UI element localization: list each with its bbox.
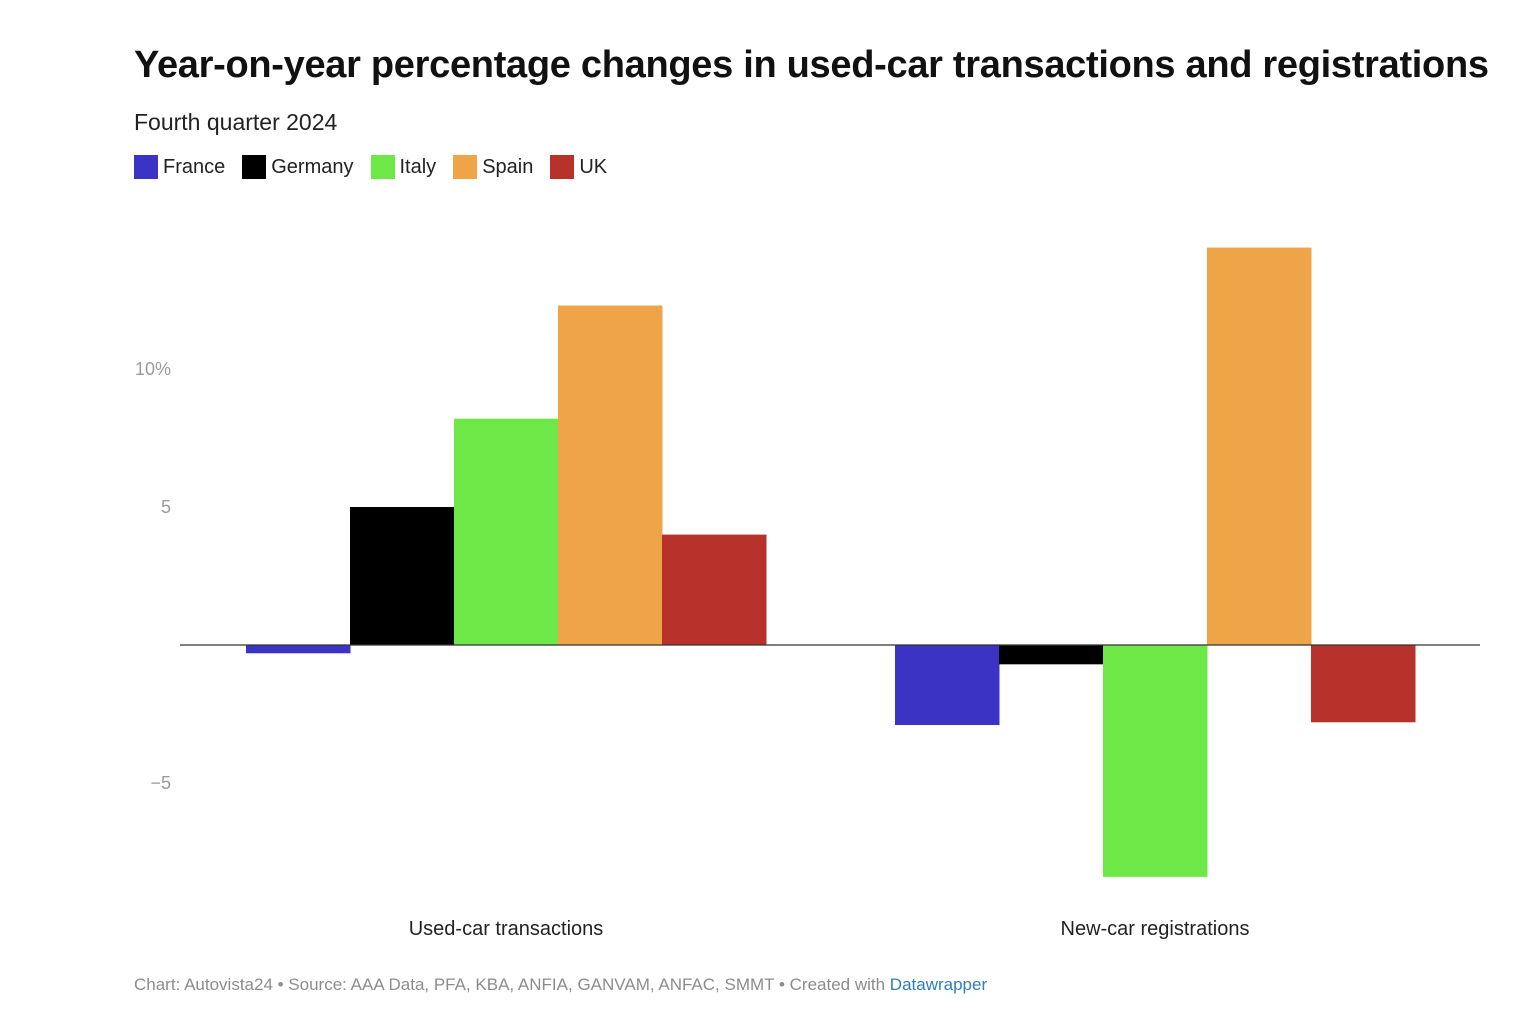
legend-swatch-france <box>134 155 158 179</box>
bar-italy-new <box>1103 645 1208 877</box>
chart-footer: Chart: Autovista24 • Source: AAA Data, P… <box>134 975 987 995</box>
legend-item-italy: Italy <box>370 155 437 179</box>
legend-item-spain: Spain <box>453 155 533 179</box>
bar-france-new <box>895 645 1000 726</box>
legend-item-france: France <box>134 155 225 179</box>
legend-swatch-germany <box>242 155 267 179</box>
y-tick-label: 5 <box>161 497 171 517</box>
legend: France Germany Italy Spain UK <box>134 155 624 179</box>
chart-subtitle: Fourth quarter 2024 <box>134 109 338 135</box>
bar-italy-used <box>454 418 559 645</box>
legend-label-italy: Italy <box>399 155 437 178</box>
legend-swatch-italy <box>370 155 395 179</box>
category-label: New-car registrations <box>1061 918 1250 940</box>
bar-france-used <box>246 645 351 654</box>
chart-title: Year-on-year percentage changes in used-… <box>134 44 1489 86</box>
footer-source-text: Chart: Autovista24 • Source: AAA Data, P… <box>134 975 890 994</box>
legend-item-germany: Germany <box>242 155 354 179</box>
legend-swatch-spain <box>453 155 478 179</box>
legend-item-uk: UK <box>550 155 607 179</box>
y-tick-label: −5 <box>150 773 171 793</box>
legend-swatch-uk <box>550 155 575 179</box>
y-tick-label: 10% <box>135 359 171 379</box>
legend-label-spain: Spain <box>482 155 534 178</box>
bar-germany-new <box>999 645 1104 665</box>
bar-uk-used <box>662 534 767 645</box>
bar-spain-new <box>1207 247 1312 645</box>
bar-spain-used <box>558 305 663 645</box>
bar-chart: 10% 5 −5 Used-car transactions New-car regis… <box>135 247 1480 940</box>
legend-label-germany: Germany <box>271 155 354 178</box>
datawrapper-link[interactable]: Datawrapper <box>889 975 988 994</box>
bar-germany-used <box>350 507 455 645</box>
bar-uk-new <box>1311 645 1416 723</box>
category-label: Used-car transactions <box>409 918 604 940</box>
legend-label-france: France <box>163 155 226 178</box>
legend-label-uk: UK <box>579 155 608 178</box>
